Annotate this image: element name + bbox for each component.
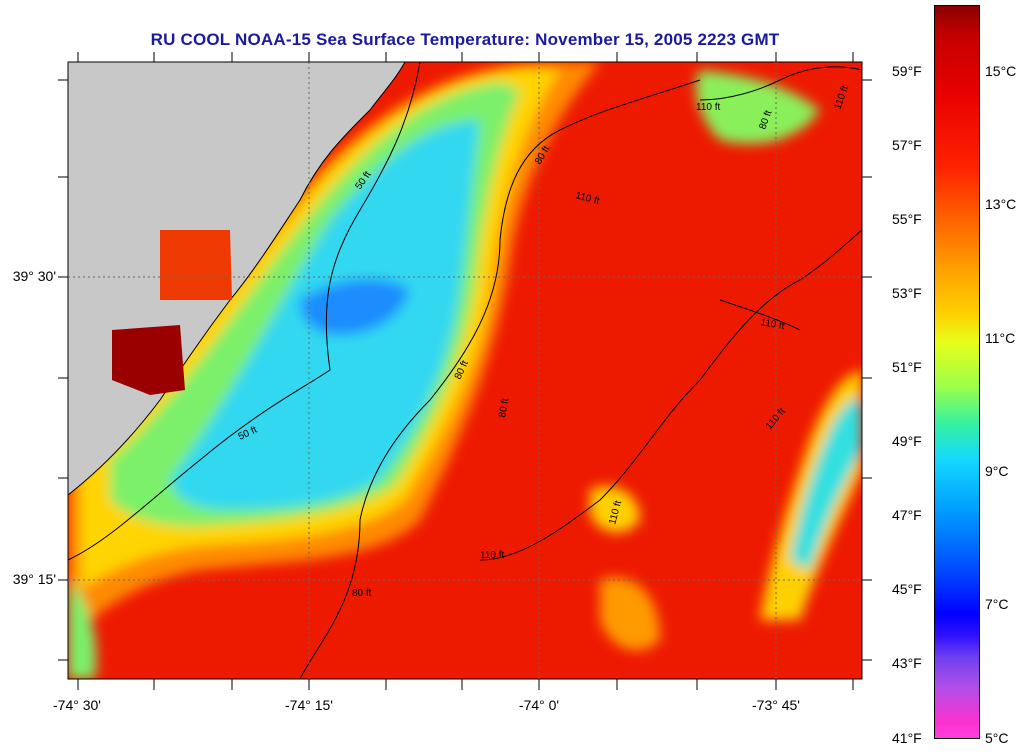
map-frame <box>67 61 863 680</box>
fahrenheit-label: 51°F <box>892 359 922 375</box>
sst-field <box>68 62 862 679</box>
graticule <box>68 62 862 679</box>
fahrenheit-label: 55°F <box>892 211 922 227</box>
fahrenheit-label: 45°F <box>892 581 922 597</box>
lon-label: -73° 45' <box>752 697 800 713</box>
temperature-colorbar <box>934 5 980 739</box>
celsius-label: 13°C <box>985 196 1017 212</box>
isobath-label: 80 ft <box>497 397 511 418</box>
celsius-label: 7°C <box>985 596 1009 612</box>
lat-label: 39° 15' <box>12 571 56 587</box>
fahrenheit-label: 41°F <box>892 730 922 746</box>
fahrenheit-label: 53°F <box>892 285 922 301</box>
fahrenheit-label: 49°F <box>892 433 922 449</box>
celsius-label: 5°C <box>985 730 1009 746</box>
fahrenheit-label: 59°F <box>892 63 922 79</box>
isobath-label: 110 ft <box>696 102 720 113</box>
map-title: RU COOL NOAA-15 Sea Surface Temperature:… <box>150 30 780 49</box>
lon-label: -74° 30' <box>53 697 101 713</box>
isobath-label: 110 ft <box>759 317 785 332</box>
fahrenheit-label: 43°F <box>892 655 922 671</box>
inland-patch-2 <box>160 230 232 300</box>
celsius-label: 9°C <box>985 463 1009 479</box>
inland-patch <box>112 325 185 395</box>
lat-label: 39° 30' <box>12 268 56 284</box>
isobath-label: 110 ft <box>480 550 504 561</box>
celsius-label: 15°C <box>985 63 1017 79</box>
fahrenheit-label: 57°F <box>892 137 922 153</box>
isobath-label: 80 ft <box>352 588 372 599</box>
lon-label: -74° 0' <box>518 697 560 713</box>
ticks <box>58 52 872 690</box>
celsius-label: 11°C <box>985 330 1016 346</box>
isobaths <box>68 62 862 679</box>
lon-label: -74° 15' <box>285 697 333 713</box>
fahrenheit-label: 47°F <box>892 507 922 523</box>
